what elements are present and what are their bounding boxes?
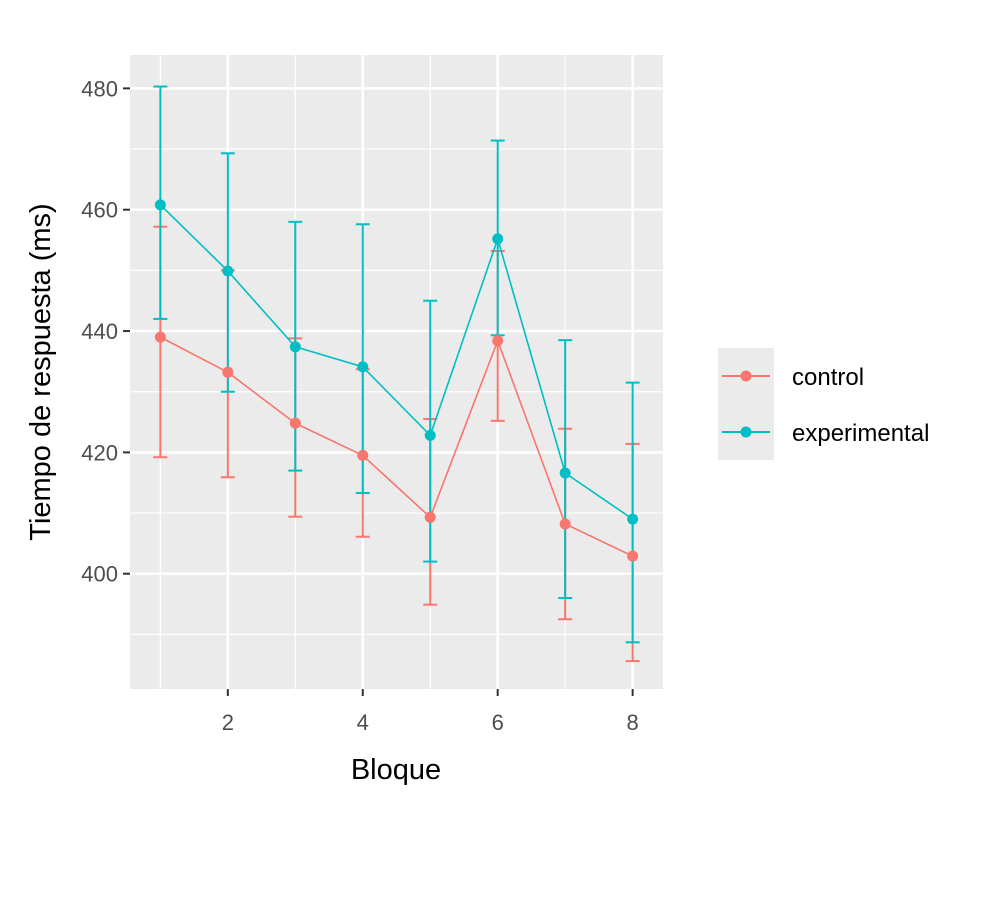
point-control <box>289 417 301 429</box>
x-tick-label: 4 <box>357 710 369 735</box>
legend-label-control: control <box>792 364 864 391</box>
point-experimental <box>154 199 166 211</box>
legend-key-point-experimental <box>740 426 752 438</box>
legend-key-point-control <box>740 370 752 382</box>
series-line-experimental <box>159 204 634 520</box>
y-axis: 400 420 440 460 480 <box>81 76 130 587</box>
y-tick-label: 480 <box>81 76 118 101</box>
point-control <box>559 518 571 530</box>
x-tick-label: 2 <box>222 710 234 735</box>
series-line-control <box>159 336 633 557</box>
x-axis: 2 4 6 8 <box>222 689 639 735</box>
y-axis-title: Tiempo de respuesta (ms) <box>25 203 57 540</box>
point-experimental <box>492 233 504 245</box>
y-tick-label: 420 <box>81 440 118 465</box>
point-experimental <box>222 265 234 277</box>
legend: control experimental <box>718 348 929 460</box>
y-tick-label: 460 <box>81 198 118 223</box>
point-control <box>154 331 166 343</box>
x-tick-label: 6 <box>492 710 504 735</box>
point-experimental <box>627 513 639 525</box>
point-control <box>222 366 234 378</box>
points <box>154 199 639 562</box>
point-experimental <box>357 361 369 373</box>
plot-panel <box>130 55 663 689</box>
point-experimental <box>424 429 436 441</box>
legend-label-experimental: experimental <box>792 420 929 447</box>
point-control <box>357 449 369 461</box>
x-tick-label: 8 <box>627 710 639 735</box>
point-experimental <box>559 467 571 479</box>
point-experimental <box>289 341 301 353</box>
y-tick-label: 400 <box>81 562 118 587</box>
x-axis-title: Bloque <box>351 754 441 786</box>
point-control <box>492 335 504 347</box>
y-tick-label: 440 <box>81 319 118 344</box>
series-lines <box>159 204 634 557</box>
point-control <box>627 550 639 562</box>
point-control <box>424 511 436 523</box>
